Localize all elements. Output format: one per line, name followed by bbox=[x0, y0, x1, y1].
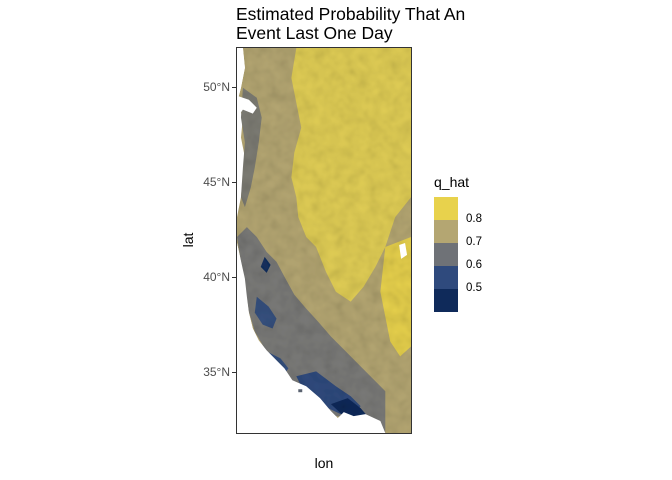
y-tick-mark-45 bbox=[232, 182, 236, 183]
y-axis-title: lat bbox=[180, 228, 196, 252]
legend-label-0.6: 0.6 bbox=[466, 259, 482, 271]
y-tick-label-50: 50°N bbox=[190, 80, 230, 94]
legend-key-2 bbox=[434, 243, 458, 266]
legend-title: q_hat bbox=[434, 174, 469, 190]
chart-title: Estimated Probability That An Event Last… bbox=[236, 5, 496, 43]
map-panel bbox=[236, 47, 412, 434]
y-tick-label-45: 45°N bbox=[190, 175, 230, 189]
heatmap-svg bbox=[237, 48, 411, 433]
chart-title-line-1: Estimated Probability That An bbox=[236, 5, 496, 24]
legend-key-0 bbox=[434, 197, 458, 220]
legend-label-0.7: 0.7 bbox=[466, 236, 482, 248]
chart-title-line-2: Event Last One Day bbox=[236, 24, 496, 43]
x-axis-title: lon bbox=[304, 455, 344, 471]
legend-key-3 bbox=[434, 266, 458, 289]
y-tick-mark-40 bbox=[232, 277, 236, 278]
y-tick-mark-50 bbox=[232, 87, 236, 88]
y-tick-label-40: 40°N bbox=[190, 270, 230, 284]
legend-key-4 bbox=[434, 289, 458, 312]
legend-label-0.5: 0.5 bbox=[466, 282, 482, 294]
legend-label-0.8: 0.8 bbox=[466, 213, 482, 225]
island bbox=[298, 389, 302, 392]
y-tick-mark-35 bbox=[232, 372, 236, 373]
legend-key-1 bbox=[434, 220, 458, 243]
y-tick-label-35: 35°N bbox=[190, 365, 230, 379]
